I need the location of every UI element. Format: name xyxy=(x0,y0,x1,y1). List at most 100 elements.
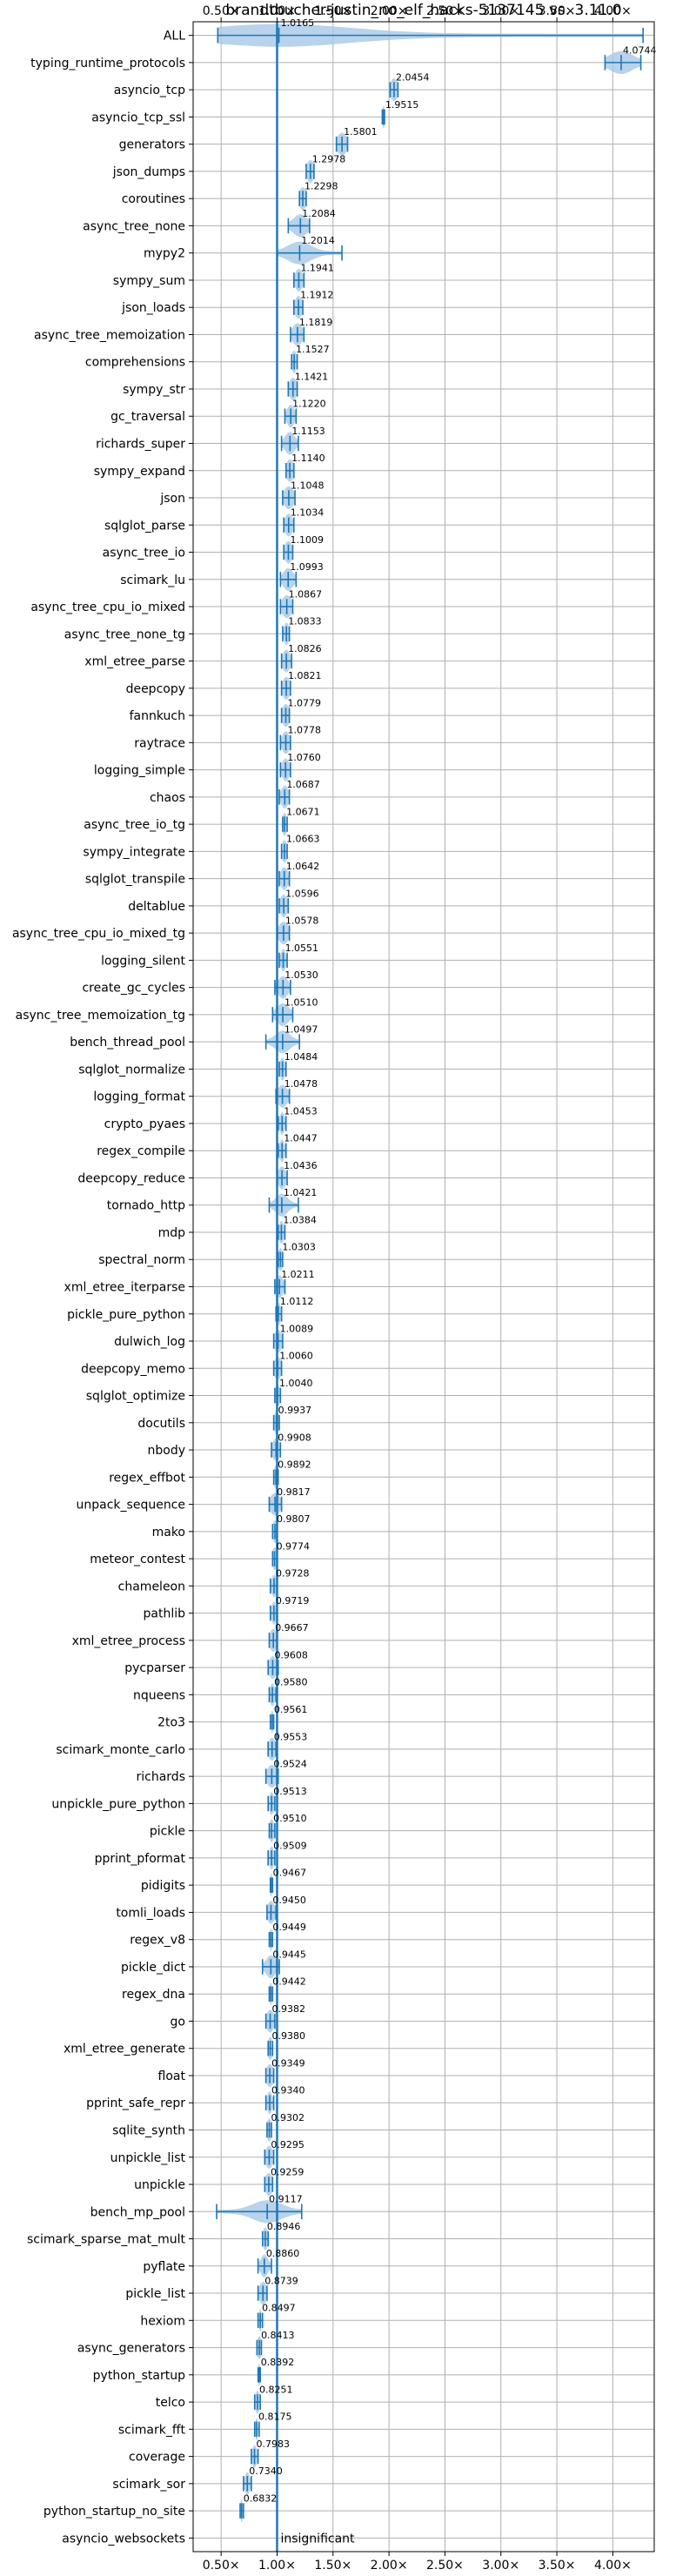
value-label: 1.1140 xyxy=(291,453,325,464)
value-label: 1.2014 xyxy=(301,235,335,246)
value-label: 1.1527 xyxy=(296,344,330,355)
value-label: 1.1912 xyxy=(300,290,334,301)
value-label: 1.0303 xyxy=(282,1242,316,1253)
value-label: 1.1048 xyxy=(291,480,325,491)
value-label: 0.9295 xyxy=(271,2139,304,2150)
benchmark-label: async_tree_none_tg xyxy=(64,627,185,641)
value-label: 1.0779 xyxy=(288,697,322,708)
value-label: 0.9719 xyxy=(276,1595,310,1607)
benchmark-label: scimark_sparse_mat_mult xyxy=(27,2233,185,2247)
benchmark-label: telco xyxy=(156,2396,185,2410)
value-label: 0.9510 xyxy=(273,1813,307,1824)
benchmark-label: fannkuch xyxy=(130,709,185,723)
value-label: 2.0454 xyxy=(396,72,430,84)
value-label: 1.0663 xyxy=(286,834,320,845)
value-label: 1.1153 xyxy=(291,426,325,437)
benchmark-label: pathlib xyxy=(144,1607,186,1621)
value-label: 0.8175 xyxy=(258,2412,292,2423)
value-label: 0.8413 xyxy=(261,2330,295,2341)
value-label: 0.8497 xyxy=(262,2303,296,2314)
value-label: 0.9449 xyxy=(272,1922,306,1933)
value-label: 1.0760 xyxy=(287,752,321,763)
value-label: 0.9892 xyxy=(278,1459,311,1471)
value-label: 0.9774 xyxy=(277,1540,311,1552)
value-labels: 1.0165 4.0744 2.0454 1.9515 1.5801 1.2978 1.22… xyxy=(244,17,657,2546)
value-label: 1.1009 xyxy=(290,534,324,546)
benchmark-label: richards xyxy=(137,1770,186,1784)
value-label: 1.0578 xyxy=(285,916,319,927)
benchmark-label: pickle_pure_python xyxy=(67,1308,185,1322)
value-label: 1.0089 xyxy=(280,1323,314,1334)
value-label: 0.9608 xyxy=(274,1649,308,1660)
benchmark-label: docutils xyxy=(137,1417,185,1431)
benchmark-label: sympy_integrate xyxy=(83,845,185,859)
insignificant-label: insignificant xyxy=(280,2532,355,2546)
value-label: 1.0165 xyxy=(281,17,315,29)
benchmark-label: tomli_loads xyxy=(116,1906,185,1920)
benchmark-label: chameleon xyxy=(118,1580,185,1593)
bottom-tick-label: 1.00× xyxy=(258,2559,296,2573)
benchmark-label: async_tree_io_tg xyxy=(84,818,185,832)
value-label: 1.0833 xyxy=(288,616,322,627)
value-label: 1.0821 xyxy=(288,670,322,681)
top-tick-label: 2.00× xyxy=(371,4,408,18)
value-label: 0.8392 xyxy=(261,2357,295,2368)
benchmark-label: async_tree_none xyxy=(83,219,185,233)
benchmark-label: sqlglot_parse xyxy=(104,519,185,533)
value-label: 0.9259 xyxy=(271,2166,304,2177)
benchmark-label: scimark_sor xyxy=(112,2478,185,2492)
benchmark-label: hexiom xyxy=(140,2314,185,2328)
benchmark-label: deltablue xyxy=(128,900,185,914)
benchmark-label: ALL xyxy=(164,30,185,44)
benchmark-label: mako xyxy=(152,1526,185,1540)
value-label: 1.1941 xyxy=(300,262,334,273)
value-label: 0.9380 xyxy=(272,2030,306,2042)
benchmark-label: nqueens xyxy=(133,1688,185,1702)
value-label: 1.0447 xyxy=(284,1133,318,1144)
benchmark-label: deepcopy_memo xyxy=(81,1362,185,1376)
benchmark-label: asyncio_tcp_ssl xyxy=(91,111,185,124)
bottom-tick-label: 4.00× xyxy=(594,2559,632,2573)
benchmark-label: regex_effbot xyxy=(109,1471,185,1485)
value-label: 0.7340 xyxy=(249,2465,283,2477)
benchmark-label: async_tree_io xyxy=(103,547,185,560)
benchmark-label: pickle xyxy=(150,1825,185,1839)
top-tick-label: 3.50× xyxy=(539,4,576,18)
value-label: 0.9513 xyxy=(273,1786,307,1797)
axis-ticks: 0.50× 0.50× 1.00× 1.00× 1.50× 1.50× 2.00× 2.00×… xyxy=(189,4,632,2573)
benchmark-label: logging_simple xyxy=(94,764,185,778)
benchmark-label: async_tree_cpu_io_mixed xyxy=(30,600,185,614)
benchmark-label: xml_etree_parse xyxy=(84,655,185,669)
benchmark-label: logging_format xyxy=(93,1090,185,1104)
value-label: 1.1819 xyxy=(299,317,333,328)
benchmark-label: json_dumps xyxy=(112,165,185,179)
benchmark-label: create_gc_cycles xyxy=(82,982,185,996)
bottom-tick-label: 2.00× xyxy=(371,2559,408,2573)
benchmark-label: scimark_monte_carlo xyxy=(56,1743,185,1757)
top-tick-label: 2.50× xyxy=(426,4,464,18)
value-label: 1.0993 xyxy=(290,561,324,573)
benchmark-label: pickle_list xyxy=(125,2287,185,2301)
benchmark-label: xml_etree_process xyxy=(72,1634,185,1648)
value-label: 1.2298 xyxy=(304,181,338,192)
value-label: 0.8251 xyxy=(259,2384,293,2395)
value-label: 1.1421 xyxy=(295,371,329,382)
top-tick-label: 3.00× xyxy=(482,4,519,18)
grid-lines xyxy=(193,22,654,2552)
benchmark-label: coverage xyxy=(129,2451,185,2465)
value-label: 0.9728 xyxy=(276,1568,310,1580)
benchmark-label: raytrace xyxy=(134,736,185,750)
benchmark-label: sqlglot_normalize xyxy=(78,1063,185,1077)
value-label: 0.7983 xyxy=(257,2438,291,2450)
benchmark-label: comprehensions xyxy=(85,356,185,370)
value-label: 1.0826 xyxy=(288,643,322,654)
benchmark-label: generators xyxy=(119,138,185,152)
value-label: 0.8946 xyxy=(267,2221,301,2232)
plot-frame xyxy=(192,21,655,2553)
benchmark-label: deepcopy xyxy=(126,682,185,696)
benchmark-label: pickle_dict xyxy=(121,1961,186,1975)
benchmark-label: unpickle_pure_python xyxy=(51,1797,185,1811)
top-tick-label: 0.50× xyxy=(203,4,240,18)
benchmark-label: typing_runtime_protocols xyxy=(30,57,185,70)
benchmark-label: logging_silent xyxy=(101,954,185,968)
